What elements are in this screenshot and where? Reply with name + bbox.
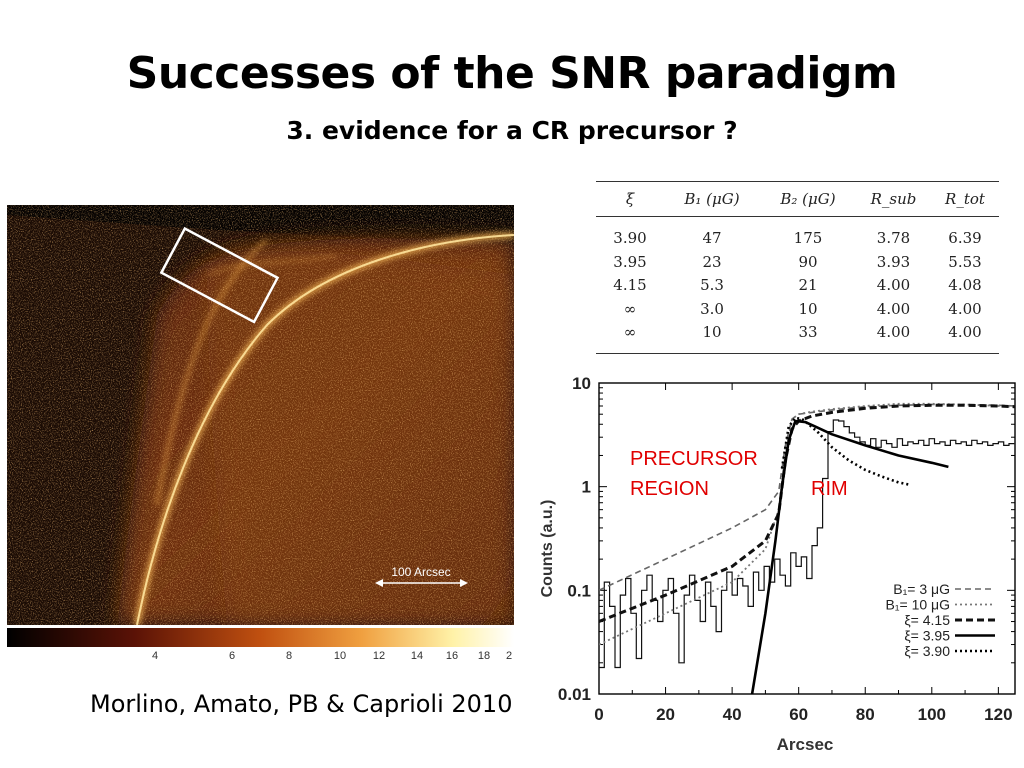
annotation-precursor: PRECURSOR: [630, 448, 758, 470]
colorbar-tick: 10: [333, 650, 347, 662]
table-cell: 3.0: [700, 299, 724, 318]
colorbar-ticks: 4 6 8 10 12 14 16 18 2: [7, 650, 514, 666]
annotation-rim: RIM: [811, 478, 848, 500]
profile-chart: 0 20 40 60 80 100 120 0.01 0.1 1 10 Arcsec Counts (a…: [539, 374, 1016, 754]
table-cell: 4.00: [876, 323, 911, 341]
colorbar-tick: 2: [505, 650, 513, 662]
y-tick-label: 0.1: [567, 581, 591, 600]
table-cell: 10: [702, 323, 722, 341]
y-axis-label: Counts (a.u.): [539, 500, 556, 598]
table-row: 3.95 23 90 3.93 5.53: [596, 251, 999, 275]
x-tick-label: 60: [789, 705, 808, 724]
scale-label: 100 Arcsec: [391, 565, 450, 579]
header-b1: B₁ (μG): [684, 190, 740, 208]
x-tick-label: 40: [723, 705, 742, 724]
colorbar-tick: 16: [445, 650, 459, 662]
parameter-table: ξ B₁ (μG) B₂ (μG) R_sub R_tot 3.90 47 175 3…: [596, 181, 999, 354]
table-cell: 4.00: [948, 323, 982, 341]
table-cell: 4.00: [876, 276, 911, 294]
plot-frame: [598, 382, 1016, 695]
header-b2: B₂ (μG): [780, 190, 836, 208]
citation: Morlino, Amato, PB & Caprioli 2010: [90, 690, 513, 718]
table-cell: 47: [702, 229, 722, 247]
table-cell: 23: [702, 252, 722, 271]
legend-label: ξ= 4.15: [904, 612, 950, 628]
header-rsub: R_sub: [870, 190, 917, 208]
table-row: 4.15 5.3 21 4.00 4.08: [596, 274, 999, 298]
table-cell: 3.78: [876, 229, 911, 247]
colorbar-tick: 12: [372, 650, 386, 662]
table-cell: 4.00: [948, 299, 982, 318]
table-cell: 4.15: [613, 276, 647, 294]
table-row: ∞ 10 33 4.00 4.00: [596, 321, 999, 345]
series-line: [780, 416, 909, 486]
legend-label: B₁= 10 μG: [885, 597, 950, 613]
series-line: [750, 419, 949, 694]
legend-label: B₁= 3 μG: [893, 581, 950, 597]
colorbar-tick: 6: [228, 650, 236, 662]
table-cell: 3.90: [613, 229, 647, 247]
table-cell: 4.08: [948, 276, 982, 294]
table-row: 3.90 47 175 3.78 6.39: [596, 227, 999, 251]
series-line: [599, 403, 1015, 623]
x-axis-label: Arcsec: [777, 735, 834, 754]
y-tick-label: 1: [582, 478, 591, 497]
table-cell: 6.39: [948, 229, 982, 247]
slide-title: Successes of the SNR paradigm: [126, 48, 898, 99]
table-body: 3.90 47 175 3.78 6.39 3.95 23 90 3.93 5.53 4.15 5.3…: [596, 217, 999, 353]
colorbar-tick: 4: [151, 650, 159, 662]
table-cell: 33: [798, 323, 818, 341]
y-tick-label: 0.01: [558, 685, 591, 704]
slide-subtitle: 3. evidence for a CR precursor ?: [286, 116, 738, 145]
series-line: [599, 403, 1015, 592]
table-cell: 3.93: [876, 252, 911, 271]
x-tick-label: 120: [984, 705, 1012, 724]
xray-image-svg: 100 Arcsec: [7, 205, 514, 625]
header-xi: ξ: [625, 190, 635, 208]
table-cell: 3.95: [613, 252, 647, 271]
x-tick-label: 20: [656, 705, 675, 724]
table-cell: 5.53: [948, 252, 982, 271]
table-row: ∞ 3.0 10 4.00 4.00: [596, 298, 999, 322]
data-histogram: [599, 419, 1015, 669]
table-cell: ∞: [623, 323, 637, 341]
legend-label: ξ= 3.90: [904, 643, 950, 659]
legend-label: ξ= 3.95: [904, 628, 950, 644]
table-bottom-rule: [596, 352, 999, 354]
table-cell: ∞: [623, 299, 637, 318]
table-cell: 21: [798, 276, 818, 294]
y-tick-label: 10: [572, 374, 591, 393]
header-rtot: R_tot: [945, 190, 985, 208]
x-tick-label: 0: [594, 705, 603, 724]
x-tick-label: 100: [918, 705, 946, 724]
xray-image: 100 Arcsec: [7, 205, 514, 625]
table-mid-rule: [596, 216, 999, 217]
table-top-rule: [596, 181, 999, 182]
table-cell: 90: [798, 252, 818, 271]
annotation-region: REGION: [630, 478, 709, 500]
table-cell: 175: [793, 229, 823, 247]
colorbar-tick: 14: [410, 650, 424, 662]
x-tick-label: 80: [856, 705, 875, 724]
table-header: ξ B₁ (μG) B₂ (μG) R_sub R_tot: [596, 182, 999, 216]
precursor-box: [159, 226, 280, 324]
table-cell: 5.3: [700, 276, 724, 294]
colorbar-tick: 8: [285, 650, 293, 662]
table-cell: 4.00: [876, 299, 911, 318]
table-cell: 10: [798, 299, 818, 318]
scale-arrow: [375, 579, 468, 587]
colorbar-tick: 18: [477, 650, 491, 662]
colorbar: [7, 628, 514, 647]
